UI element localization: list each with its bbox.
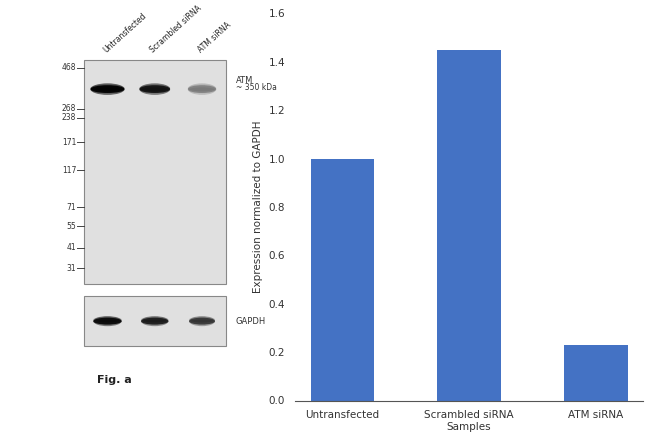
Ellipse shape [94,317,122,323]
Text: 55: 55 [66,222,76,231]
Text: Untransfected: Untransfected [101,11,148,54]
Text: 171: 171 [62,138,76,146]
Text: 117: 117 [62,166,76,175]
Bar [437,50,500,400]
Text: GAPDH: GAPDH [236,317,266,326]
Ellipse shape [139,83,170,95]
Ellipse shape [188,85,216,93]
Bar [84,60,226,284]
Text: Fig. a: Fig. a [98,375,132,385]
Text: Scrambled siRNA: Scrambled siRNA [149,3,203,54]
Bar [564,345,628,400]
Ellipse shape [141,316,168,326]
Ellipse shape [141,320,168,324]
Ellipse shape [189,318,215,324]
Ellipse shape [94,316,122,326]
Text: 41: 41 [66,243,76,252]
Ellipse shape [188,85,216,91]
Text: 468: 468 [62,63,76,72]
Ellipse shape [189,317,215,323]
Ellipse shape [188,83,216,95]
Ellipse shape [90,85,125,93]
Ellipse shape [139,85,170,93]
Text: 268: 268 [62,104,76,113]
Ellipse shape [189,316,215,326]
Ellipse shape [139,87,170,93]
Text: ~ 350 kDa: ~ 350 kDa [236,83,277,92]
Ellipse shape [90,83,125,95]
Bar [311,158,374,400]
Ellipse shape [189,320,215,324]
Y-axis label: Expression normalized to GAPDH: Expression normalized to GAPDH [253,121,263,293]
Ellipse shape [188,87,216,93]
Ellipse shape [141,317,168,323]
Ellipse shape [94,320,122,324]
Text: 238: 238 [62,113,76,122]
Text: 31: 31 [66,264,76,273]
Ellipse shape [90,87,125,93]
Ellipse shape [94,318,122,324]
Ellipse shape [90,85,125,91]
Text: ATM siRNA: ATM siRNA [196,20,233,54]
Text: 71: 71 [66,202,76,212]
Bar [84,296,226,346]
Text: ATM: ATM [236,76,254,85]
Ellipse shape [141,318,168,324]
Ellipse shape [139,85,170,91]
